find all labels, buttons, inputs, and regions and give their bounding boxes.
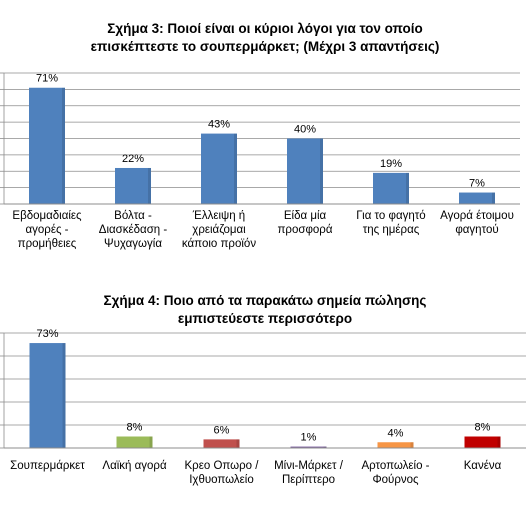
data-label: 22% — [122, 153, 144, 165]
chart-plot-1: 71% 22% 43% 40% 19% 7% — [0, 72, 520, 205]
bar-shade — [497, 436, 501, 448]
bar-shade — [236, 439, 240, 448]
data-label: 8% — [127, 422, 143, 434]
bar — [459, 192, 495, 204]
data-label: 6% — [214, 424, 230, 436]
category-label: Σουπερμάρκετ — [10, 460, 85, 472]
data-label: 19% — [380, 158, 402, 170]
bar — [115, 167, 151, 204]
category-label: Εβδομαδιαίες αγορές - προμήθειες — [12, 210, 82, 250]
chart-title-2: Σχήμα 4: Ποιο από τα παρακάτω σημεία πώλ… — [103, 293, 427, 326]
category-label: Βόλτα - Διασκέδαση - Ψυχαγωγία — [98, 210, 168, 250]
data-label: 4% — [388, 427, 404, 439]
category-label: Μίνι-Μάρκετ / Περίπτερο — [274, 460, 343, 486]
bar — [373, 172, 409, 204]
category-label: Αρτοπωλείο - Φούρνος — [361, 460, 430, 486]
data-label: 71% — [36, 73, 58, 85]
data-label: 43% — [208, 119, 230, 131]
data-label: 73% — [36, 328, 58, 340]
category-label: Κανένα — [463, 460, 502, 472]
bar-shade — [148, 167, 151, 204]
bar — [29, 87, 65, 204]
bar — [203, 439, 240, 448]
bar-shade — [410, 442, 414, 448]
chart-panel-1: Σχήμα 3: Ποιοί είναι οι κύριοι λόγοι για… — [0, 21, 520, 250]
bar-shade — [323, 446, 327, 448]
category-label: Είδα μία προσφορά — [277, 210, 333, 236]
bar — [29, 343, 66, 448]
bar — [464, 436, 501, 448]
bar — [377, 442, 414, 448]
category-label: Για το φαγητό της ημέρας — [356, 210, 426, 236]
data-label: 40% — [294, 124, 316, 136]
bar — [287, 138, 323, 204]
bar-shade — [406, 172, 409, 204]
bar-shade — [320, 138, 323, 204]
data-label: 7% — [469, 178, 485, 190]
bar-shade — [234, 133, 237, 204]
bar-shade — [149, 436, 153, 448]
bar — [201, 133, 237, 204]
bar — [116, 436, 153, 448]
category-label: Αγορά έτοιμου φαγητού — [440, 210, 514, 236]
bar — [290, 446, 327, 448]
data-label: 8% — [475, 422, 491, 434]
category-label: Λαϊκή αγορά — [102, 460, 167, 472]
category-label: Έλλειψη ή χρειάζομαι κάποιο προϊόν — [181, 210, 257, 250]
category-label: Κρεο Οπωρο / Ιχθυοπωλείο — [184, 460, 259, 486]
bar-shade — [492, 192, 495, 204]
bar-shade — [62, 343, 66, 448]
bar-shade — [62, 87, 65, 204]
chart-title-1: Σχήμα 3: Ποιοί είναι οι κύριοι λόγοι για… — [90, 21, 440, 54]
data-label: 1% — [301, 432, 317, 444]
